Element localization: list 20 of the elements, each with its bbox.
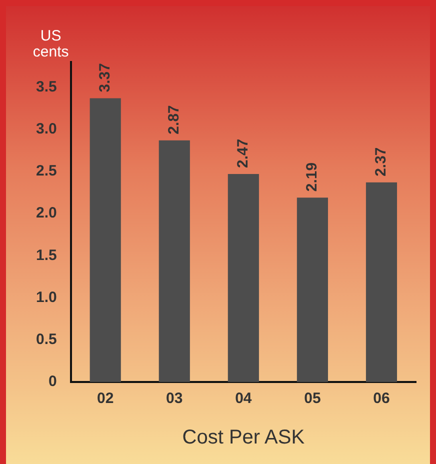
y-tick-label: 2.5: [36, 162, 57, 180]
y-tick-label: 3.5: [36, 78, 57, 96]
data-label: 2.19: [304, 162, 321, 192]
y-tick-label: 1.5: [36, 246, 57, 264]
y-tick-label: 1.0: [36, 288, 57, 306]
x-tick-label: 03: [166, 390, 183, 408]
data-label: 2.87: [166, 105, 183, 134]
x-tick-label: 05: [304, 390, 321, 408]
data-label: 3.37: [96, 63, 114, 92]
x-tick-label: 04: [235, 390, 252, 408]
data-label: 2.37: [372, 147, 390, 176]
y-tick-label: 3.0: [36, 120, 57, 138]
y-tick-label: 0.5: [36, 331, 57, 348]
data-label: 2.47: [234, 138, 252, 168]
x-tick-label: 02: [97, 390, 114, 408]
y-tick-label: 0: [48, 373, 57, 390]
x-tick-label: 06: [373, 390, 390, 408]
y-axis-title: US cents: [32, 28, 69, 61]
x-axis-title: Cost Per ASK: [182, 426, 306, 449]
y-tick-label: 2.0: [36, 204, 57, 222]
